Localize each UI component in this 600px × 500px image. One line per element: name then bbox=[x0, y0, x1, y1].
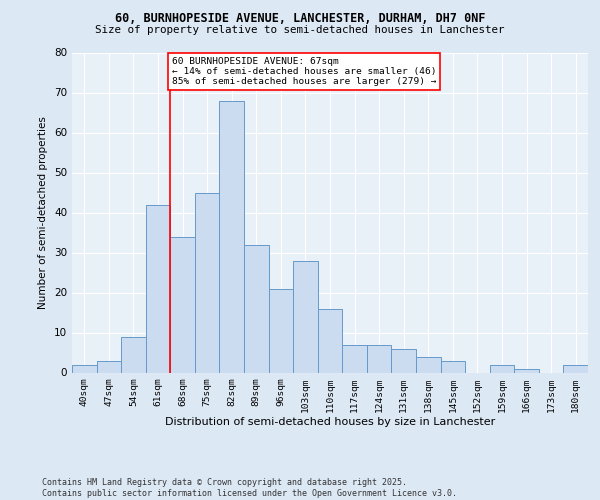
Bar bbox=[440, 360, 465, 372]
X-axis label: Distribution of semi-detached houses by size in Lanchester: Distribution of semi-detached houses by … bbox=[165, 418, 495, 428]
Bar bbox=[367, 344, 391, 372]
Bar bbox=[293, 260, 318, 372]
Bar bbox=[563, 364, 588, 372]
Bar bbox=[391, 348, 416, 372]
Bar bbox=[220, 100, 244, 372]
Bar bbox=[269, 288, 293, 372]
Bar bbox=[514, 368, 539, 372]
Y-axis label: Number of semi-detached properties: Number of semi-detached properties bbox=[38, 116, 49, 309]
Text: 60, BURNHOPESIDE AVENUE, LANCHESTER, DURHAM, DH7 0NF: 60, BURNHOPESIDE AVENUE, LANCHESTER, DUR… bbox=[115, 12, 485, 26]
Bar bbox=[416, 356, 440, 372]
Bar bbox=[342, 344, 367, 372]
Bar bbox=[244, 244, 269, 372]
Bar bbox=[318, 308, 342, 372]
Text: 60 BURNHOPESIDE AVENUE: 67sqm
← 14% of semi-detached houses are smaller (46)
85%: 60 BURNHOPESIDE AVENUE: 67sqm ← 14% of s… bbox=[172, 56, 436, 86]
Bar bbox=[121, 336, 146, 372]
Bar bbox=[490, 364, 514, 372]
Bar bbox=[146, 204, 170, 372]
Bar bbox=[97, 360, 121, 372]
Text: Contains HM Land Registry data © Crown copyright and database right 2025.
Contai: Contains HM Land Registry data © Crown c… bbox=[42, 478, 457, 498]
Text: Size of property relative to semi-detached houses in Lanchester: Size of property relative to semi-detach… bbox=[95, 25, 505, 35]
Bar bbox=[195, 192, 220, 372]
Bar bbox=[72, 364, 97, 372]
Bar bbox=[170, 236, 195, 372]
